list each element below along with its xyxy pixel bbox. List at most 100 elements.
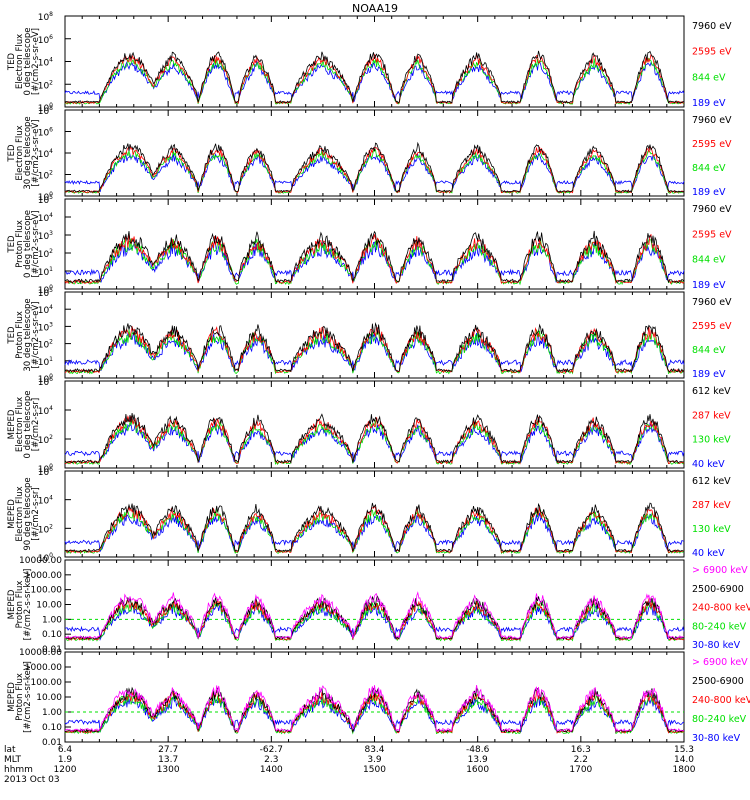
footer-row-label: MLT [4,755,22,765]
y-tick-label: 1000.00 [25,663,62,673]
y-tick-label: 105 [38,194,53,206]
legend-entry: 30-80 keV [692,733,741,744]
legend-entry: > 6900 keV [692,657,748,668]
y-axis-label: MEPED [7,589,17,619]
series-line [64,152,685,193]
legend-entry: 2595 eV [692,47,732,58]
y-tick-label: 0.10 [42,630,62,640]
y-tick-label: 106 [38,376,53,388]
y-tick-label: 10000.00 [19,648,62,658]
legend-entry: 130 keV [692,435,731,446]
legend-entry: 40 keV [692,459,725,470]
y-axis-label: [#/cm2-s-sr-keV] [23,569,33,641]
y-axis-label: [#/cm2-s-sr-eV] [31,119,41,186]
y-axis-label: [#/cm2-s-sr-keV] [23,661,33,733]
y-tick-label: 1000.00 [25,571,62,581]
y-axis-label: 30 deg telescope [23,116,33,189]
y-tick-label: 100.00 [31,678,63,688]
y-tick-label: 108 [38,11,53,23]
series-line [64,419,685,466]
series-line [64,141,685,193]
legend-entry: 2500-6900 [692,676,744,687]
footer-value: 15.3 [674,745,694,755]
y-axis-label: Proton Flux [15,311,25,359]
series-line [64,591,685,640]
y-tick-label: 0.10 [42,723,62,733]
footer-value: 83.4 [364,745,384,755]
y-axis-label: [#/cm2-s-sr-eV] [31,301,41,368]
y-axis-label: [#/cm2-s-sr] [31,398,41,451]
footer-value: 14.0 [674,755,694,765]
series-line [64,326,685,374]
series-line [64,148,685,194]
footer-value: 1.9 [58,755,73,765]
legend-entry: 189 eV [692,369,726,380]
series-line [64,233,685,285]
y-axis-label: MEPED [7,409,17,439]
series-line [64,686,685,734]
series-line [64,508,685,555]
y-axis-label: [#/cm2-s-sr] [31,487,41,540]
legend-entry: 80-240 keV [692,714,747,725]
y-axis-label: Electron Flux [15,34,25,89]
footer-value: 1700 [569,765,592,775]
series-line [64,502,685,553]
legend-entry: 612 keV [692,476,731,487]
legend-entry: 7960 eV [692,297,732,308]
series-line [64,595,685,641]
legend-entry: 2595 eV [692,229,732,240]
y-axis-label: 30 deg telescope [23,298,33,371]
legend-entry: 2500-6900 [692,584,744,595]
series-line [64,695,685,733]
chart-title: NOAA19 [352,2,398,15]
y-tick-label: 100.00 [31,586,63,596]
footer-value: 3.9 [367,755,382,765]
footer-value: -48.6 [466,745,490,755]
footer-value: 2.2 [574,755,588,765]
footer-value: 6.4 [58,745,73,755]
series-line [64,230,685,284]
y-axis-label: [#/cm2-s-sr-eV] [31,210,41,277]
y-axis-label: MEPED [7,682,17,712]
footer-value: 13.7 [158,755,178,765]
y-axis-label: Proton Flux [15,220,25,268]
y-tick-label: 1.00 [42,615,62,625]
legend-entry: 130 keV [692,524,731,535]
legend-entry: 844 eV [692,72,726,83]
series-line [64,50,685,104]
y-axis-label: 90 deg telescope [23,477,33,550]
legend-entry: 240-800 keV [692,603,750,614]
legend-entry: 2595 eV [692,139,732,150]
y-tick-label: 10.00 [36,693,62,703]
y-tick-label: 0.01 [42,738,62,748]
panel-7: 0.01 0.10 1.00 10.00 100.00 1000.00 10000.00 ME… [7,556,750,655]
series-line [64,146,685,194]
y-axis-label: Proton Flux [15,673,25,721]
panel-8: 0.01 0.10 1.00 10.00 100.00 1000.00 10000.00 ME… [7,648,750,748]
legend-entry: 80-240 keV [692,621,747,632]
y-axis-label: Electron Flux [15,486,25,541]
legend-entry: 189 eV [692,280,726,291]
y-axis-label: [#/cm2-s-sr-eV] [31,28,41,95]
y-axis-label: Electron Flux [15,397,25,452]
y-axis-label: TED [7,52,17,71]
series-line [64,238,685,286]
footer-value: 13.9 [468,755,488,765]
series-line [64,60,685,102]
footer-value: -62.7 [260,745,283,755]
series-line [64,322,685,373]
footer-value: 16.3 [571,745,591,755]
y-axis-label: TED [7,144,17,163]
y-tick-label: 10000.00 [19,556,62,566]
footer-value: 1200 [54,765,77,775]
legend-entry: 189 eV [692,98,726,109]
footer-row-label: hhmm [4,765,33,775]
y-axis-label: Electron Flux [15,125,25,180]
y-tick-label: 108 [38,105,53,117]
y-tick-label: 0.01 [42,645,62,655]
